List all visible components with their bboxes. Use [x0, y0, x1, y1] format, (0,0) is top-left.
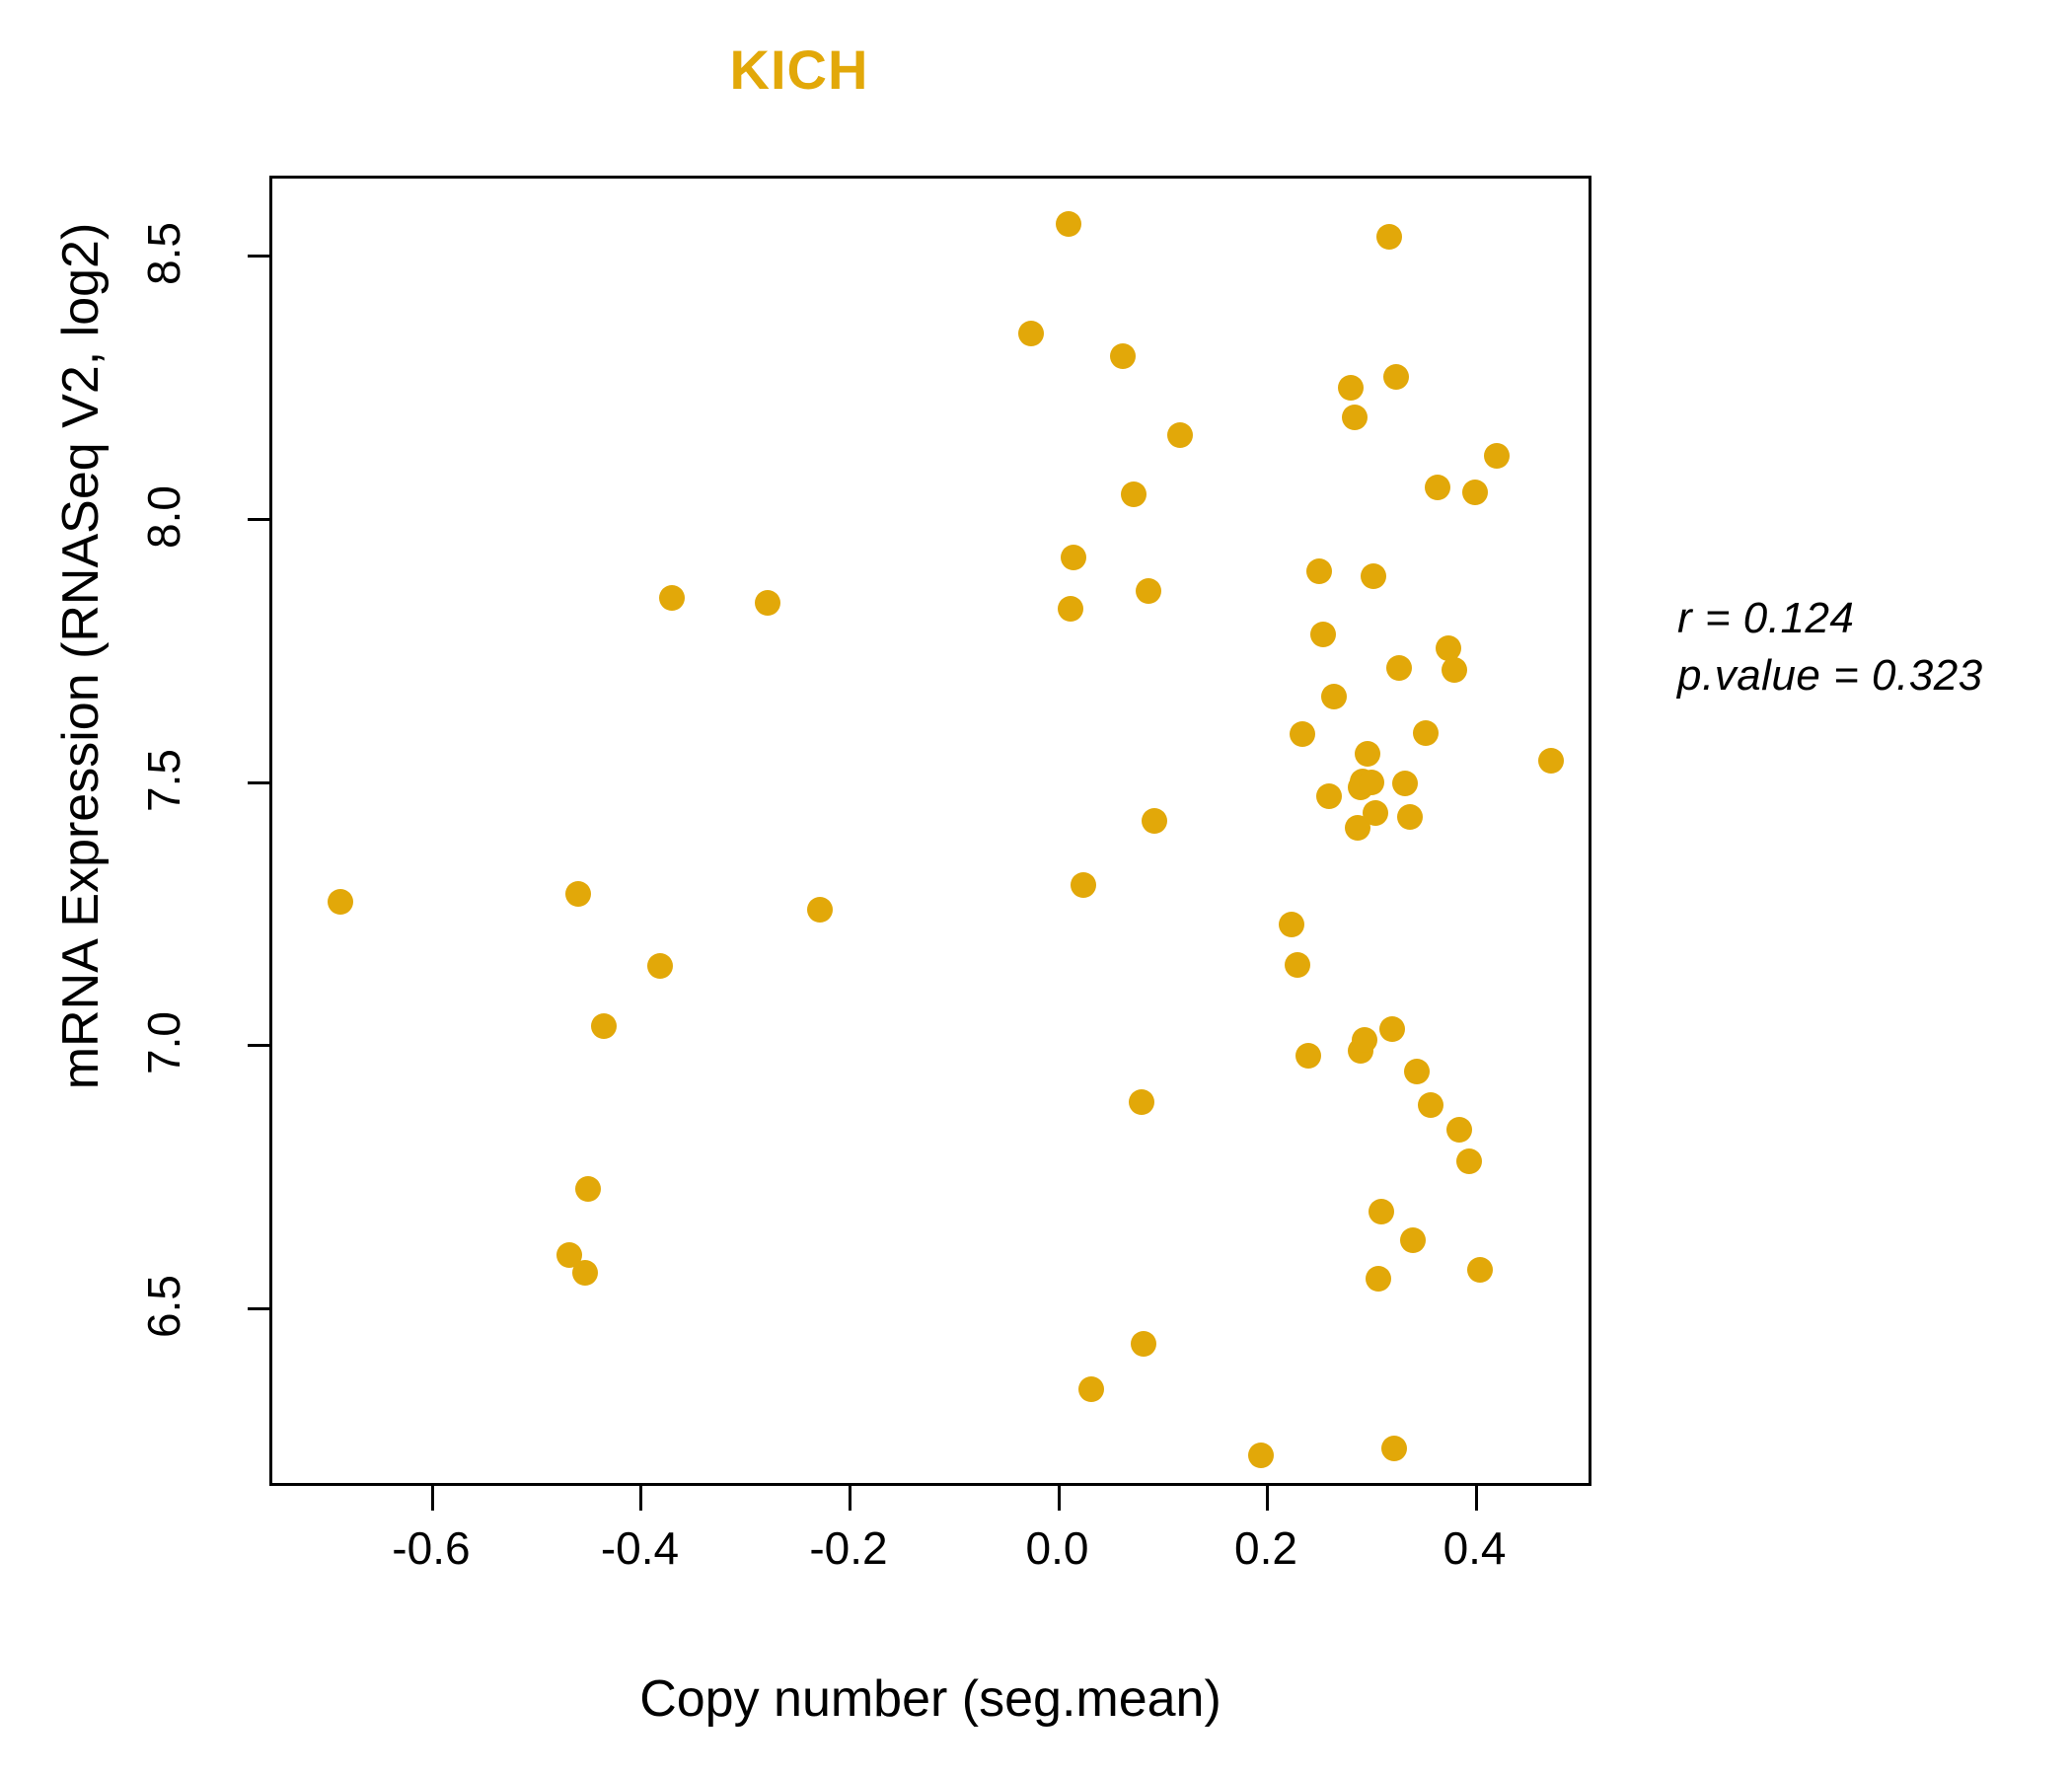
data-point	[1128, 1089, 1154, 1115]
data-point	[1341, 404, 1368, 430]
page-title: KICH	[729, 38, 869, 101]
y-axis-tick-mark	[248, 1044, 272, 1048]
x-axis-tick-mark	[848, 1486, 851, 1511]
data-point	[327, 889, 353, 916]
data-point	[659, 585, 686, 612]
data-point	[1337, 374, 1364, 401]
x-axis-tick-label: -0.6	[392, 1522, 471, 1574]
data-point	[1391, 771, 1418, 797]
y-axis-tick-label: 7.0	[138, 1011, 189, 1075]
data-point	[647, 953, 674, 980]
x-axis-tick-mark	[639, 1486, 643, 1511]
data-point	[1369, 1198, 1395, 1224]
data-point	[1284, 952, 1310, 979]
data-point	[1017, 321, 1044, 347]
data-point	[1279, 911, 1305, 937]
data-point	[1061, 545, 1087, 570]
data-point	[1466, 1256, 1493, 1283]
data-point	[1358, 769, 1384, 795]
correlation-value: r = 0.124	[1677, 594, 1855, 642]
data-point	[1352, 1027, 1378, 1054]
x-axis-tick-mark	[1266, 1486, 1270, 1511]
data-point	[1078, 1375, 1105, 1402]
x-axis-tick-label: 0.2	[1234, 1522, 1297, 1574]
data-point	[1425, 475, 1451, 501]
data-point	[1136, 577, 1162, 604]
data-point	[1320, 684, 1347, 710]
data-point	[1167, 421, 1194, 448]
data-point	[1316, 782, 1343, 809]
y-axis-tick-mark	[248, 780, 272, 784]
data-point	[755, 590, 781, 617]
data-point	[1295, 1043, 1322, 1070]
data-point	[564, 881, 591, 908]
x-axis-tick-mark	[430, 1486, 434, 1511]
data-point	[591, 1012, 618, 1039]
data-point	[1375, 223, 1402, 250]
data-point	[1366, 1265, 1392, 1292]
x-axis-tick-mark	[1474, 1486, 1478, 1511]
data-point	[1305, 558, 1332, 585]
data-point	[1399, 1226, 1426, 1253]
data-point	[1442, 656, 1468, 683]
data-point	[1456, 1147, 1483, 1174]
y-axis-tick-mark	[248, 518, 272, 521]
x-axis-tick-mark	[1057, 1486, 1061, 1511]
data-point	[1380, 1435, 1407, 1461]
x-axis-tick-label: 0.0	[1025, 1522, 1089, 1574]
data-point	[807, 897, 834, 924]
plot-area: 6.5 7.0 7.5 8.0 8.5	[138, 176, 1591, 1486]
data-point	[1396, 803, 1423, 830]
y-axis-title: mRNA Expression (RNASeq V2, log2)	[52, 222, 110, 1090]
x-axis-tick-label: -0.4	[600, 1522, 680, 1574]
x-axis-title: Copy number (seg.mean)	[639, 1670, 1221, 1728]
y-axis-tick-label: 8.5	[138, 222, 189, 286]
y-axis-tick-mark	[248, 1307, 272, 1310]
stats-annotation: r = 0.124 p.value = 0.323	[1677, 590, 1983, 704]
data-point	[1131, 1331, 1157, 1358]
data-point	[1445, 1116, 1472, 1143]
data-point	[1310, 622, 1337, 648]
data-points-layer	[272, 179, 1589, 1483]
data-point	[572, 1260, 599, 1287]
data-point	[1109, 342, 1136, 369]
y-axis-tick-label: 7.5	[138, 748, 189, 812]
y-axis-tick-label: 8.0	[138, 485, 189, 549]
y-axis-tick-label: 6.5	[138, 1275, 189, 1338]
data-point	[1055, 211, 1081, 238]
data-point	[1289, 720, 1315, 747]
x-axis-tick-label: -0.2	[809, 1522, 888, 1574]
data-point	[1378, 1016, 1405, 1043]
y-axis-tick-mark	[248, 255, 272, 259]
data-point	[1417, 1091, 1443, 1118]
data-point	[1141, 807, 1167, 834]
data-point	[1404, 1059, 1431, 1085]
data-point	[1360, 562, 1386, 589]
data-point	[1120, 481, 1147, 507]
data-point	[575, 1176, 602, 1202]
data-point	[1383, 364, 1410, 391]
x-axis-ticks: -0.6 -0.4 -0.2 0.0 0.2 0.4	[269, 1486, 1591, 1604]
data-point	[1355, 740, 1381, 767]
data-point	[1386, 655, 1413, 681]
data-point	[1412, 719, 1439, 746]
data-point	[1070, 872, 1096, 899]
data-point	[1362, 799, 1388, 826]
data-point	[1247, 1443, 1274, 1469]
data-point	[1058, 595, 1084, 622]
x-axis-tick-label: 0.4	[1443, 1522, 1507, 1574]
data-point	[1537, 748, 1564, 775]
data-point	[1462, 480, 1489, 506]
p-value: p.value = 0.323	[1677, 651, 1983, 701]
data-point	[1483, 443, 1510, 470]
